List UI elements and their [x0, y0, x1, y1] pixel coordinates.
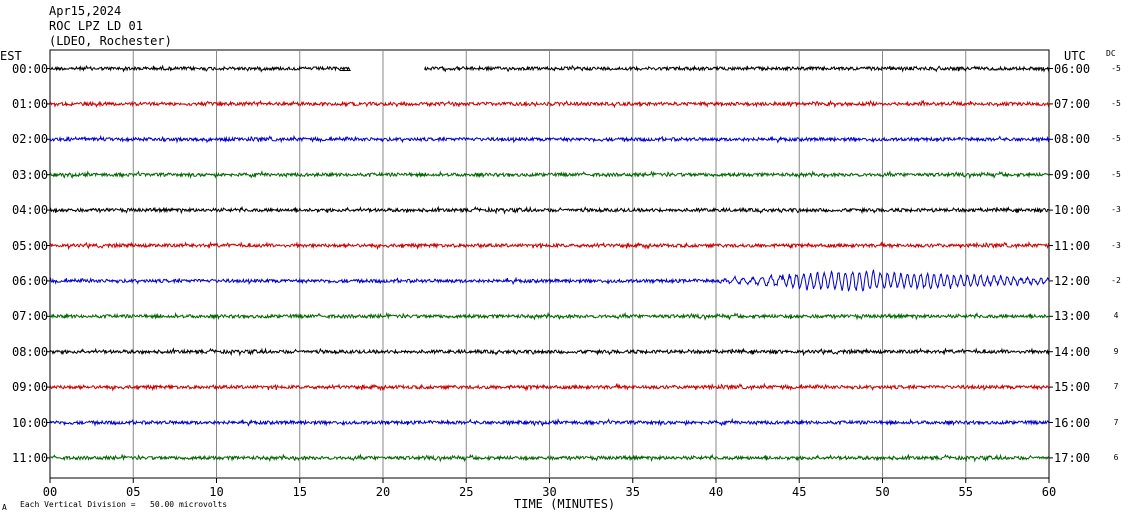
est-hour-label: 07:00 — [12, 309, 49, 324]
trace-line — [49, 417, 1050, 427]
trace-line — [49, 347, 1050, 357]
dc-offset-label: 6 — [1113, 452, 1119, 462]
utc-hour-label: 14:00 — [1054, 344, 1091, 359]
dc-offset-label: -3 — [1111, 240, 1121, 250]
est-hour-label: 02:00 — [12, 132, 49, 147]
est-hour-label: 03:00 — [12, 167, 49, 182]
utc-hour-label: 12:00 — [1054, 273, 1091, 288]
x-tick-label: 20 — [376, 485, 390, 499]
header-station: ROC LPZ LD 01 — [49, 19, 143, 33]
scale-note: Each Vertical Division = 50.00 microvolt… — [20, 500, 228, 509]
utc-hour-label: 15:00 — [1054, 380, 1091, 395]
dc-offset-label: 7 — [1113, 417, 1119, 427]
utc-hour-label: 13:00 — [1054, 309, 1091, 324]
utc-hour-label: 07:00 — [1054, 96, 1091, 111]
utc-hour-label: 09:00 — [1054, 167, 1091, 182]
est-axis-title: EST — [0, 49, 22, 63]
est-hour-label: 10:00 — [12, 415, 49, 430]
utc-hour-label: 16:00 — [1054, 415, 1091, 430]
dc-title: DC — [1106, 49, 1116, 58]
est-hour-label: 09:00 — [12, 380, 49, 395]
dc-offset-label: 4 — [1113, 311, 1119, 321]
x-tick-label: 55 — [959, 485, 973, 499]
est-hour-label: 11:00 — [12, 450, 49, 465]
trace-line — [49, 311, 1050, 321]
x-tick-label: 35 — [626, 485, 640, 499]
est-hour-label: 01:00 — [12, 96, 49, 111]
dc-offset-label: -5 — [1111, 98, 1121, 108]
dc-offset-label: 7 — [1113, 382, 1119, 392]
trace-line — [49, 240, 1050, 251]
x-axis-label: TIME (MINUTES) — [514, 497, 616, 511]
est-hour-label: 05:00 — [12, 238, 49, 253]
est-hour-label: 06:00 — [12, 273, 49, 288]
x-tick-label: 10 — [209, 485, 223, 499]
trace-line — [49, 64, 351, 73]
trace-line — [49, 269, 1050, 293]
trace-line — [49, 169, 1050, 180]
utc-hour-label: 17:00 — [1054, 450, 1091, 465]
utc-hour-label: 06:00 — [1054, 61, 1091, 76]
trace-line — [49, 134, 1050, 144]
x-tick-label: 05 — [126, 485, 140, 499]
utc-hour-label: 11:00 — [1054, 238, 1091, 253]
trace-line — [49, 453, 1050, 463]
x-tick-label: 00 — [43, 485, 57, 499]
trace-line — [49, 99, 1050, 109]
dc-offset-label: -2 — [1111, 275, 1121, 285]
trace-line — [49, 382, 1050, 392]
header-network: (LDEO, Rochester) — [49, 34, 172, 48]
x-tick-label: 25 — [459, 485, 473, 499]
dc-offset-label: -5 — [1111, 169, 1121, 179]
scale-marker: A — [2, 503, 7, 512]
est-hour-label: 00:00 — [12, 61, 49, 76]
trace-line — [49, 205, 1050, 215]
dc-offset-label: -5 — [1111, 134, 1121, 144]
x-tick-label: 50 — [875, 485, 889, 499]
est-hour-label: 08:00 — [12, 344, 49, 359]
utc-hour-label: 10:00 — [1054, 203, 1091, 218]
x-tick-label: 45 — [792, 485, 806, 499]
est-hour-label: 04:00 — [12, 203, 49, 218]
x-tick-label: 15 — [293, 485, 307, 499]
utc-axis-title: UTC — [1064, 49, 1086, 63]
utc-hour-label: 08:00 — [1054, 132, 1091, 147]
x-tick-label: 30 — [542, 485, 556, 499]
x-tick-label: 40 — [709, 485, 723, 499]
dc-offset-label: -3 — [1111, 205, 1121, 215]
trace-line — [424, 64, 1050, 73]
header-date: Apr15,2024 — [49, 4, 122, 18]
dc-offset-label: 9 — [1113, 346, 1119, 356]
x-tick-label: 60 — [1042, 485, 1056, 499]
dc-offset-label: -5 — [1111, 63, 1121, 73]
